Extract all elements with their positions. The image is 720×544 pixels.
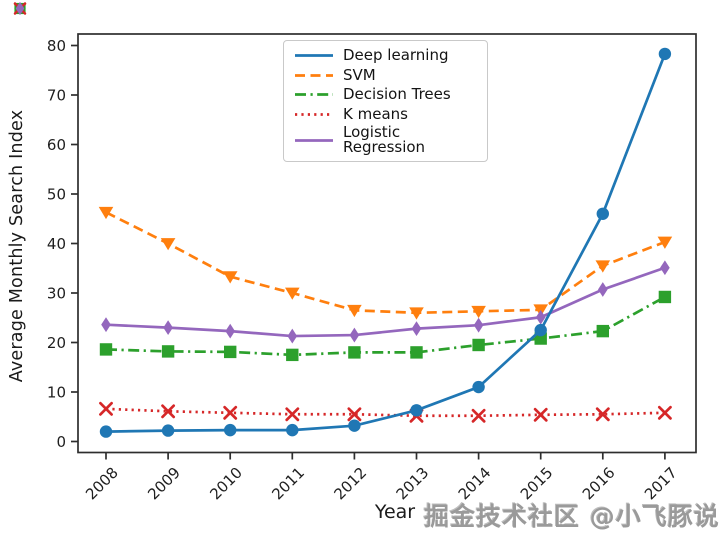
legend-item-logistic-regression: Logistic Regression xyxy=(294,125,477,155)
triangle-down-icon xyxy=(595,260,611,273)
x-icon xyxy=(99,401,113,416)
circle-icon xyxy=(99,425,113,438)
legend-item-deep-learning: Deep learning xyxy=(294,47,477,64)
y-tick-label: 50 xyxy=(47,186,66,204)
circle-icon xyxy=(534,323,547,337)
circle-icon xyxy=(224,423,237,437)
triangle-down-icon xyxy=(409,307,424,320)
diamond-icon xyxy=(535,309,546,325)
triangle-down-icon xyxy=(160,238,176,251)
x-icon xyxy=(657,405,672,420)
diamond-icon xyxy=(411,321,422,337)
legend-marker-k-means xyxy=(295,112,333,116)
circle-icon xyxy=(161,424,175,437)
legend-item-svm: SVM xyxy=(294,67,477,84)
legend-item-decision-trees: Decision Trees xyxy=(294,86,477,103)
x-tick-label: 2011 xyxy=(268,464,308,504)
diamond-icon xyxy=(287,328,298,344)
square-icon xyxy=(99,343,113,356)
x-tick-label: 2008 xyxy=(82,464,122,504)
square-icon xyxy=(596,324,609,338)
diamond-icon xyxy=(598,282,608,297)
triangle-down-icon xyxy=(285,287,300,300)
diamond-icon xyxy=(225,323,235,339)
legend-label-svm: SVM xyxy=(343,65,376,84)
triangle-down-icon xyxy=(347,304,362,318)
series-decision-trees xyxy=(105,295,666,357)
y-tick-label: 60 xyxy=(47,136,66,154)
y-tick-label: 80 xyxy=(47,37,66,55)
x-tick-label: 2010 xyxy=(206,464,246,504)
legend-item-k-means: K means xyxy=(294,106,477,123)
legend-label-logistic-regression: Logistic Regression xyxy=(343,123,426,156)
x-tick-label: 2009 xyxy=(144,464,184,504)
series-line-svm xyxy=(105,211,666,315)
y-axis-title: Average Monthly Search Index xyxy=(7,109,27,383)
diamond-icon xyxy=(660,260,670,276)
square-icon xyxy=(410,346,423,359)
x-icon xyxy=(285,407,300,422)
diamond-icon xyxy=(15,1,25,16)
y-tick-label: 70 xyxy=(47,87,66,105)
watermark-text: 掘金技术社区 @小飞豚说 xyxy=(424,502,720,531)
x-tick-label: 2012 xyxy=(330,464,370,504)
y-tick-label: 30 xyxy=(47,285,66,303)
series-logistic-regression xyxy=(105,266,666,338)
triangle-down-icon xyxy=(657,236,673,249)
diamond-icon xyxy=(163,320,173,336)
legend-marker-svm xyxy=(295,73,333,77)
series-svm xyxy=(105,211,666,315)
series-line-decision-trees xyxy=(105,295,666,357)
square-icon xyxy=(286,348,299,362)
legend-label-decision-trees: Decision Trees xyxy=(343,85,451,103)
triangle-down-icon xyxy=(98,206,114,220)
x-axis-title: Year xyxy=(374,501,416,523)
circle-icon xyxy=(410,404,423,417)
square-icon xyxy=(348,346,361,359)
y-tick-label: 0 xyxy=(56,433,66,451)
x-icon xyxy=(347,407,362,422)
square-icon xyxy=(161,345,175,358)
circle-icon xyxy=(472,380,485,394)
x-icon xyxy=(161,404,176,419)
x-icon xyxy=(223,405,238,420)
x-icon xyxy=(595,407,610,422)
legend-label-deep-learning: Deep learning xyxy=(343,46,449,64)
triangle-down-icon xyxy=(471,305,486,319)
circle-icon xyxy=(348,419,361,432)
y-tick-label: 40 xyxy=(47,235,66,253)
square-icon xyxy=(472,338,485,352)
legend-marker-logistic-regression xyxy=(295,138,333,142)
triangle-down-icon xyxy=(222,271,238,284)
legend-marker-decision-trees xyxy=(295,93,333,96)
diamond-icon xyxy=(349,327,360,343)
legend-marker-deep-learning xyxy=(295,54,333,57)
circle-icon xyxy=(286,423,299,437)
square-icon xyxy=(658,290,672,304)
diamond-icon xyxy=(473,317,484,333)
legend-label-k-means: K means xyxy=(343,104,408,123)
circle-icon xyxy=(658,47,672,61)
series-deep-learning xyxy=(105,53,667,433)
chart-legend: Deep learning SVM Decision Trees K means Log… xyxy=(283,40,488,162)
x-icon xyxy=(471,408,486,423)
diamond-icon xyxy=(101,317,111,333)
y-tick-label: 20 xyxy=(47,334,66,352)
series-line-logistic-regression xyxy=(105,266,666,338)
circle-icon xyxy=(596,207,609,220)
series-line-deep-learning xyxy=(105,53,667,433)
y-tick-label: 10 xyxy=(47,384,66,402)
x-icon xyxy=(533,407,548,422)
square-icon xyxy=(224,345,237,359)
